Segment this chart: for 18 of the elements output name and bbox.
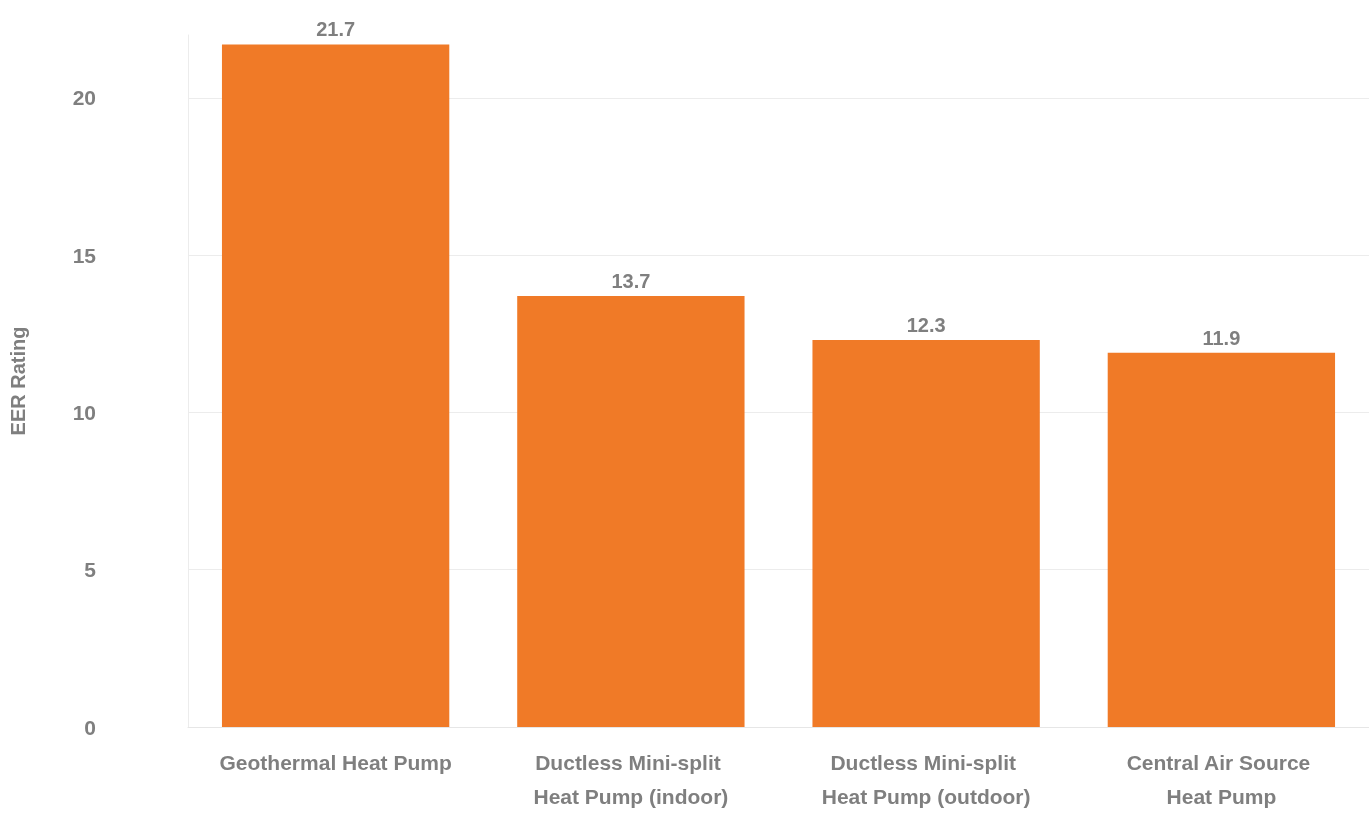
bar xyxy=(1107,352,1336,727)
data-label: 21.7 xyxy=(316,18,356,41)
x-tick-label: Ductless Mini-split Heat Pump (outdoor) xyxy=(821,750,1031,808)
y-tick-label: 0 xyxy=(84,715,96,739)
bar xyxy=(812,340,1040,727)
data-label: 13.7 xyxy=(611,270,651,293)
y-axis-title: EER Rating xyxy=(7,326,29,436)
y-tick-label: 10 xyxy=(72,400,96,424)
x-tick-label: Central Air Source Heat Pump xyxy=(1126,750,1317,808)
y-tick-label: 15 xyxy=(72,243,97,267)
y-tick-label: 20 xyxy=(72,86,96,110)
bar xyxy=(221,44,450,727)
data-label: 12.3 xyxy=(906,314,946,337)
y-tick-label: 5 xyxy=(84,558,97,582)
data-label: 11.9 xyxy=(1202,326,1241,349)
x-tick-label: Ductless Mini-split Heat Pump (indoor) xyxy=(533,750,729,808)
x-tick-label: Geothermal Heat Pump xyxy=(219,750,452,774)
bar xyxy=(517,296,745,727)
